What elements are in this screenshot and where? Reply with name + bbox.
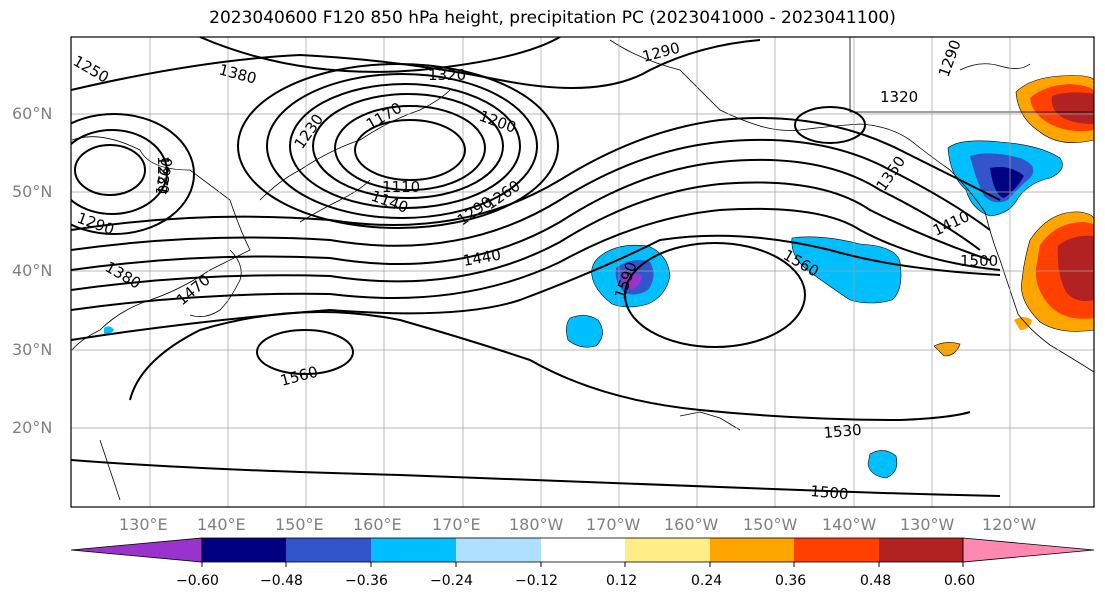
contour-label: 1320 (880, 88, 918, 106)
lat-label-20n: 20°N (12, 418, 53, 437)
coastline-layer (71, 37, 1094, 501)
precip-fill-layer (104, 75, 1094, 479)
lon-label: 170°E (432, 515, 481, 534)
contour-label: 1560 (278, 363, 320, 390)
contour-label: 1230 (154, 156, 172, 194)
colorbar-tick: −0.48 (260, 573, 303, 589)
contour-label: 1200 (477, 107, 519, 137)
height-contours (71, 37, 1001, 497)
lat-label-40n: 40°N (12, 261, 53, 280)
colorbar-segment (879, 538, 963, 562)
colorbar-segment (286, 538, 371, 562)
graticule (71, 37, 1094, 507)
map-frame (70, 36, 1095, 508)
lat-label-60n: 60°N (12, 104, 53, 123)
lon-label: 120°W (982, 515, 1037, 534)
contour-label: 1250 (70, 52, 112, 87)
lon-label: 140°W (822, 515, 877, 534)
colorbar-segment (710, 538, 794, 562)
colorbar-tick: −0.36 (345, 573, 388, 589)
lon-label: 160°W (664, 515, 719, 534)
contour-label: 1320 (428, 66, 466, 84)
contour-label: 1440 (462, 246, 503, 270)
contour-label: 1230 (291, 111, 328, 153)
map-title: 2023040600 F120 850 hPa height, precipit… (209, 8, 896, 28)
lon-label: 140°E (197, 515, 246, 534)
colorbar-segment (202, 538, 286, 562)
colorbar-tick: −0.60 (176, 573, 219, 589)
contour-label: 1530 (823, 421, 863, 442)
lon-label: 130°W (900, 515, 955, 534)
colorbar-tick: 0.24 (691, 573, 723, 589)
colorbar-extend-low (70, 537, 203, 563)
contour-label: 1500 (810, 482, 850, 503)
lon-label: 150°E (275, 515, 324, 534)
colorbar-segment (541, 538, 625, 562)
colorbar-tick: 0.12 (606, 573, 638, 589)
lon-label: 160°E (353, 515, 402, 534)
contour-label: 1290 (935, 37, 965, 79)
colorbar (70, 537, 1095, 567)
colorbar-segment (794, 538, 879, 562)
lat-label-30n: 30°N (12, 340, 53, 359)
lat-label-50n: 50°N (12, 182, 53, 201)
colorbar-segment (456, 538, 541, 562)
lon-label: 180°W (509, 515, 564, 534)
lon-label: 150°W (743, 515, 798, 534)
colorbar-extend-high (962, 537, 1095, 563)
contour-label: 1110 (382, 178, 420, 196)
colorbar-tick: 0.60 (944, 573, 976, 589)
colorbar-tick: −0.12 (515, 573, 558, 589)
contour-label: 1350 (873, 153, 910, 195)
contour-label: 1290 (640, 39, 682, 66)
colorbar-tick: 0.36 (775, 573, 807, 589)
contour-label: 1500 (960, 252, 998, 270)
lon-label: 130°E (119, 515, 168, 534)
colorbar-segment (371, 538, 456, 562)
contour-label: 1380 (217, 60, 259, 87)
lon-label: 170°W (586, 515, 641, 534)
colorbar-tick: 0.48 (860, 573, 892, 589)
contour-label: 1410 (930, 207, 972, 239)
colorbar-segment (625, 538, 710, 562)
colorbar-tick: −0.24 (430, 573, 473, 589)
negative-anomaly-gulf (791, 236, 902, 304)
